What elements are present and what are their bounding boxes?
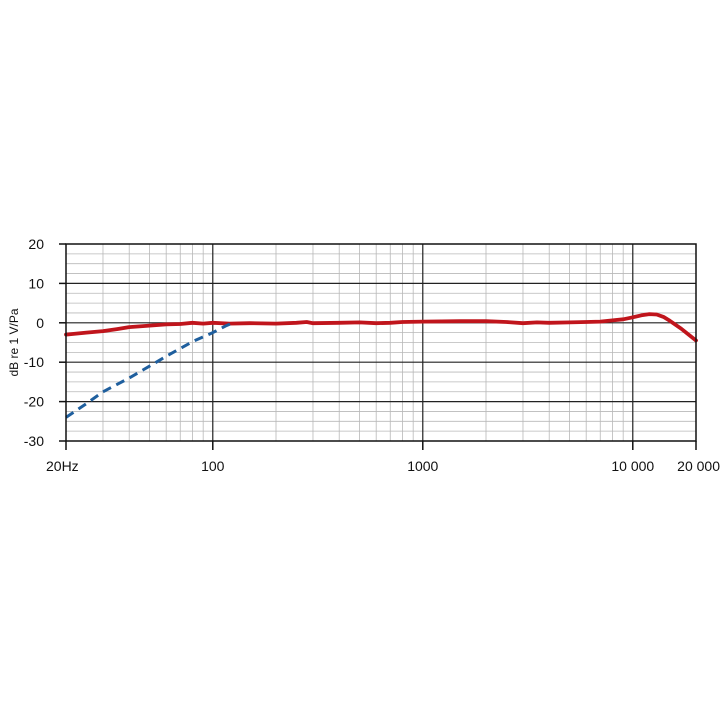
y-tick-label: -10 — [24, 354, 44, 370]
y-axis-label: dB re 1 V/Pa — [7, 308, 21, 376]
y-tick-label: 20 — [28, 236, 44, 252]
y-tick-label: -30 — [24, 433, 44, 449]
x-tick-label: 20Hz — [46, 458, 79, 474]
y-tick-label: 10 — [28, 275, 44, 291]
x-tick-label: 100 — [201, 458, 225, 474]
minor-grid — [66, 244, 696, 441]
series-layer — [64, 312, 698, 419]
series-line-solid — [64, 312, 698, 343]
y-tick-label: 0 — [36, 315, 44, 331]
y-tick-label: -20 — [24, 394, 44, 410]
tick-marks — [59, 243, 697, 450]
x-tick-label: 1000 — [407, 458, 438, 474]
series-line-dashed — [65, 321, 234, 419]
plot-frame — [65, 243, 697, 442]
x-tick-label: 10 000 — [611, 458, 654, 474]
x-tick-label: 20 000 — [677, 458, 720, 474]
